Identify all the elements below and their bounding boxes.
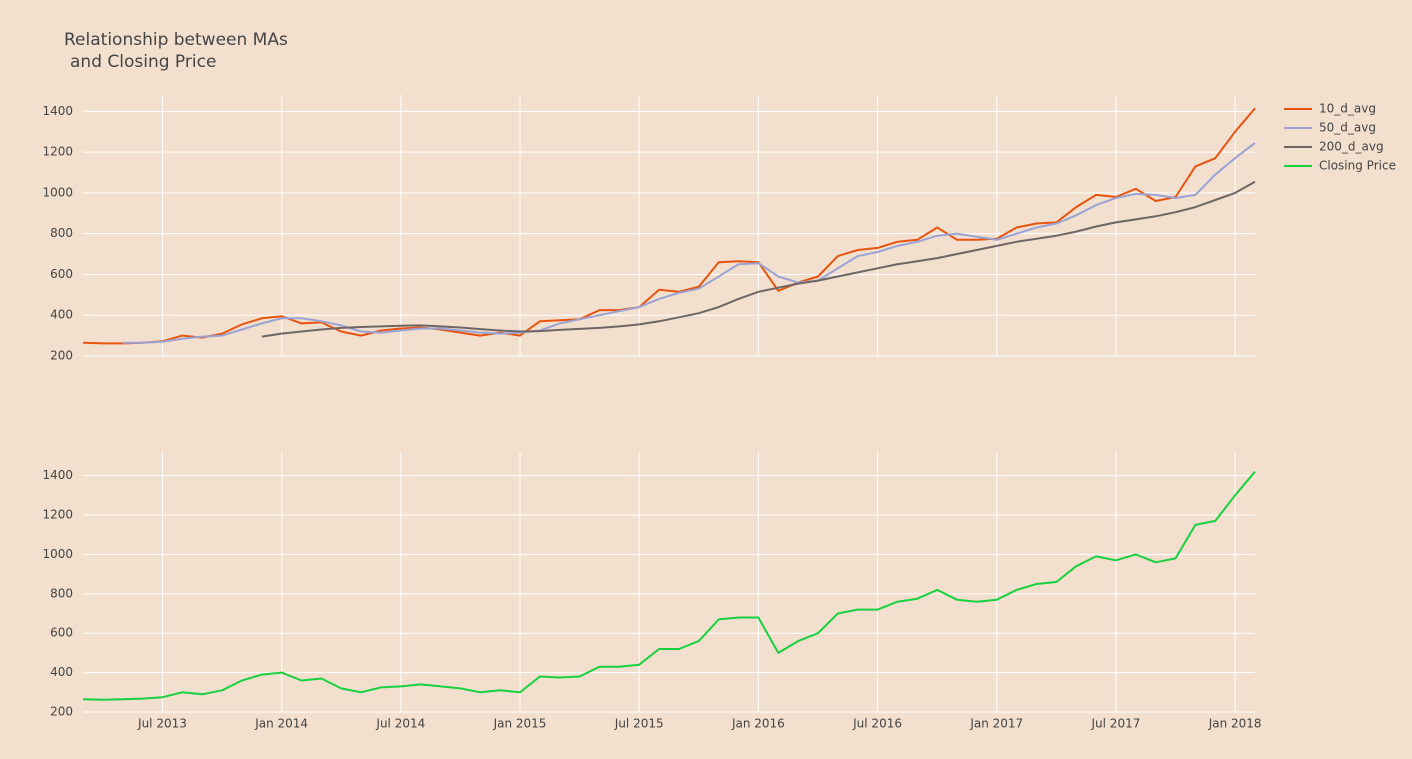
y-tick-label: 800 bbox=[50, 226, 73, 240]
y-tick-label: 400 bbox=[50, 308, 73, 322]
y-tick-label: 600 bbox=[50, 267, 73, 281]
x-tick-label: Jan 2014 bbox=[254, 717, 308, 731]
x-tick-label: Jul 2015 bbox=[614, 717, 664, 731]
legend-label: Closing Price bbox=[1319, 159, 1396, 173]
line-series bbox=[82, 471, 1256, 701]
y-tick-label: 1400 bbox=[42, 104, 73, 118]
y-tick-label: 1000 bbox=[42, 185, 73, 199]
x-tick-label: Jul 2013 bbox=[137, 717, 187, 731]
chart-title: Relationship between MAs bbox=[64, 30, 288, 50]
x-tick-label: Jul 2014 bbox=[375, 717, 425, 731]
y-tick-label: 1200 bbox=[42, 145, 73, 159]
line-series bbox=[122, 142, 1256, 344]
y-tick-label: 800 bbox=[50, 586, 73, 600]
y-tick-label: 1400 bbox=[42, 468, 73, 482]
y-tick-label: 200 bbox=[50, 349, 73, 363]
x-tick-label: Jan 2016 bbox=[731, 717, 785, 731]
line-series bbox=[82, 107, 1256, 345]
legend-label: 200_d_avg bbox=[1319, 140, 1384, 154]
legend-label: 50_d_avg bbox=[1319, 121, 1376, 135]
legend-label: 10_d_avg bbox=[1319, 102, 1376, 116]
x-tick-label: Jan 2018 bbox=[1208, 717, 1262, 731]
chart-title: and Closing Price bbox=[70, 52, 216, 72]
y-tick-label: 400 bbox=[50, 665, 73, 679]
x-tick-label: Jan 2017 bbox=[969, 717, 1023, 731]
y-tick-label: 600 bbox=[50, 626, 73, 640]
x-tick-label: Jan 2015 bbox=[493, 717, 547, 731]
line-series bbox=[261, 180, 1256, 338]
y-tick-label: 1200 bbox=[42, 508, 73, 522]
y-tick-label: 200 bbox=[50, 705, 73, 719]
x-tick-label: Jul 2016 bbox=[852, 717, 902, 731]
x-tick-label: Jul 2017 bbox=[1091, 717, 1141, 731]
y-tick-label: 1000 bbox=[42, 547, 73, 561]
